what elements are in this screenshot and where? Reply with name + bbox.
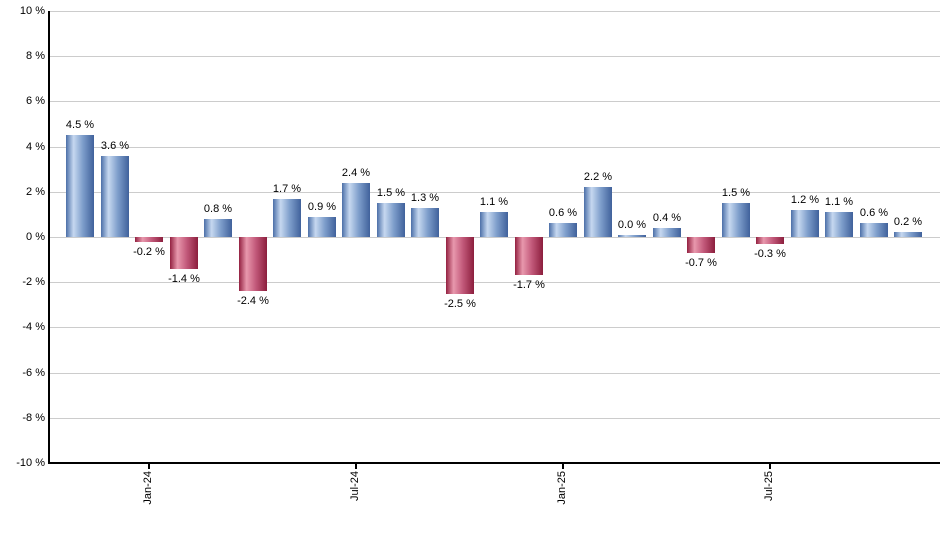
y-axis-tick-label: 0 % bbox=[26, 231, 45, 243]
bar-value-label: 2.2 % bbox=[583, 171, 613, 183]
x-axis-tick bbox=[769, 463, 771, 469]
bar-value-label: 1.2 % bbox=[790, 194, 820, 206]
gridline bbox=[49, 418, 940, 419]
y-axis-tick-label: 4 % bbox=[26, 141, 45, 153]
bar[interactable] bbox=[825, 212, 853, 237]
x-axis-tick-label: Jul-24 bbox=[349, 471, 361, 501]
bar[interactable] bbox=[204, 219, 232, 237]
y-axis-line bbox=[48, 11, 50, 464]
y-axis-tick-label: 8 % bbox=[26, 50, 45, 62]
bar[interactable] bbox=[377, 203, 405, 237]
bar-value-label: 0.2 % bbox=[893, 216, 923, 228]
bar-value-label: 1.1 % bbox=[479, 196, 509, 208]
bar-value-label: 0.6 % bbox=[548, 207, 578, 219]
bar[interactable] bbox=[722, 203, 750, 237]
bar[interactable] bbox=[239, 237, 267, 291]
bar-value-label: 1.7 % bbox=[272, 183, 302, 195]
bar[interactable] bbox=[515, 237, 543, 275]
y-axis-tick-label: -10 % bbox=[16, 457, 45, 469]
x-axis-tick-label: Jan-24 bbox=[142, 471, 154, 505]
bar-value-label: 2.4 % bbox=[341, 167, 371, 179]
bar-value-label: -0.7 % bbox=[685, 257, 717, 269]
bar-value-label: 0.4 % bbox=[652, 212, 682, 224]
y-axis-tick-label: -2 % bbox=[22, 276, 45, 288]
bar-value-label: 0.6 % bbox=[859, 207, 889, 219]
bar-value-label: -2.4 % bbox=[237, 295, 269, 307]
y-axis-tick-label: -8 % bbox=[22, 412, 45, 424]
gridline bbox=[49, 327, 940, 328]
bar-value-label: 3.6 % bbox=[100, 140, 130, 152]
bar[interactable] bbox=[446, 237, 474, 294]
x-axis-tick bbox=[355, 463, 357, 469]
x-axis-line bbox=[48, 462, 940, 464]
gridline bbox=[49, 147, 940, 148]
bar[interactable] bbox=[791, 210, 819, 237]
bar-value-label: 1.3 % bbox=[410, 192, 440, 204]
y-axis-tick-label: -6 % bbox=[22, 367, 45, 379]
bar-value-label: 0.0 % bbox=[617, 219, 647, 231]
bar-value-label: 0.8 % bbox=[203, 203, 233, 215]
y-axis-tick-label: 10 % bbox=[19, 5, 45, 17]
bar[interactable] bbox=[618, 235, 646, 237]
gridline bbox=[49, 237, 940, 238]
bar[interactable] bbox=[584, 187, 612, 237]
bar-value-label: 1.1 % bbox=[824, 196, 854, 208]
bar[interactable] bbox=[135, 237, 163, 242]
y-axis-tick-label: -4 % bbox=[22, 321, 45, 333]
bar-value-label: 1.5 % bbox=[376, 187, 406, 199]
bar[interactable] bbox=[273, 199, 301, 237]
gridline bbox=[49, 373, 940, 374]
gridline bbox=[49, 192, 940, 193]
bar[interactable] bbox=[653, 228, 681, 237]
y-axis-tick-label: 2 % bbox=[26, 186, 45, 198]
bar[interactable] bbox=[342, 183, 370, 237]
bar-value-label: -2.5 % bbox=[444, 298, 476, 310]
bar-value-label: 1.5 % bbox=[721, 187, 751, 199]
x-axis-tick-label: Jul-25 bbox=[763, 471, 775, 501]
gridline bbox=[49, 56, 940, 57]
bar[interactable] bbox=[549, 223, 577, 237]
gridline bbox=[49, 101, 940, 102]
gridline bbox=[49, 11, 940, 12]
bar[interactable] bbox=[860, 223, 888, 237]
y-axis-tick-label: 6 % bbox=[26, 95, 45, 107]
bar[interactable] bbox=[170, 237, 198, 269]
x-axis-tick-label: Jan-25 bbox=[556, 471, 568, 505]
bar-value-label: -0.2 % bbox=[133, 246, 165, 258]
bar[interactable] bbox=[308, 217, 336, 237]
bar-value-label: 4.5 % bbox=[65, 119, 95, 131]
bar-value-label: -0.3 % bbox=[754, 248, 786, 260]
bar[interactable] bbox=[480, 212, 508, 237]
gridline bbox=[49, 282, 940, 283]
bar[interactable] bbox=[411, 208, 439, 237]
bar[interactable] bbox=[756, 237, 784, 244]
bar-value-label: -1.7 % bbox=[513, 279, 545, 291]
bar[interactable] bbox=[101, 156, 129, 237]
bar[interactable] bbox=[66, 135, 94, 237]
x-axis-tick bbox=[562, 463, 564, 469]
bar[interactable] bbox=[687, 237, 715, 253]
x-axis-tick bbox=[148, 463, 150, 469]
bar-value-label: -1.4 % bbox=[168, 273, 200, 285]
bar[interactable] bbox=[894, 232, 922, 237]
bar-value-label: 0.9 % bbox=[307, 201, 337, 213]
